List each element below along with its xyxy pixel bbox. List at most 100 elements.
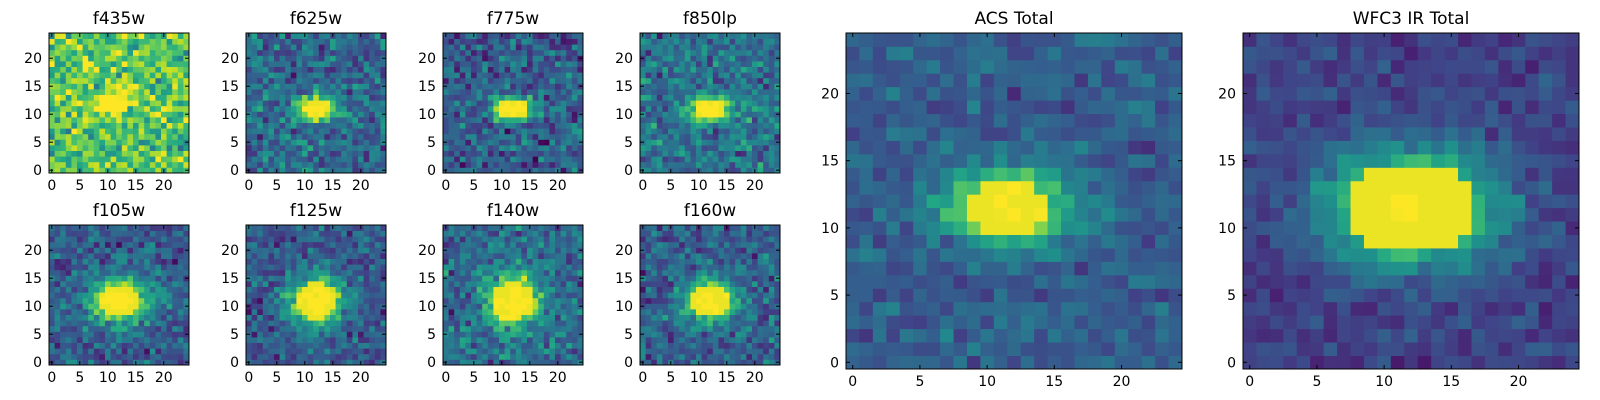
heatmap-cell <box>99 286 106 293</box>
heatmap-cell <box>510 139 517 146</box>
heatmap-cell <box>543 156 550 163</box>
y-tick-label: 5 <box>230 327 239 343</box>
heatmap-cell <box>335 94 342 101</box>
heatmap-cell <box>318 353 325 360</box>
heatmap-cell <box>662 49 669 56</box>
heatmap-cell <box>82 337 89 343</box>
heatmap-cell <box>71 83 78 90</box>
heatmap-cell <box>549 286 556 293</box>
heatmap-cell <box>571 297 578 304</box>
heatmap-cell <box>330 258 336 265</box>
heatmap-cell <box>707 314 714 321</box>
heatmap-cell <box>246 337 252 343</box>
heatmap-cell <box>149 61 156 67</box>
heatmap-cell <box>88 128 95 135</box>
heatmap-cell <box>718 281 725 287</box>
heatmap-cell <box>476 281 483 287</box>
heatmap-cell <box>313 303 320 310</box>
heatmap-cell <box>566 303 573 310</box>
heatmap-cell <box>324 337 331 343</box>
heatmap-cell <box>313 353 320 360</box>
heatmap-cell <box>49 89 55 95</box>
heatmap-cell <box>690 61 697 67</box>
heatmap-cell <box>374 156 381 163</box>
heatmap-cell <box>274 286 280 293</box>
heatmap-cell <box>656 303 663 310</box>
heatmap-cell <box>538 128 545 135</box>
heatmap-cell <box>110 156 117 163</box>
heatmap-cell <box>149 77 156 84</box>
heatmap-cell <box>718 44 725 51</box>
heatmap-cell <box>380 353 387 360</box>
heatmap-cell <box>645 133 652 140</box>
heatmap-cell <box>487 33 494 39</box>
heatmap-cell <box>555 247 561 254</box>
heatmap-cell <box>673 145 680 151</box>
heatmap-cell <box>549 66 556 73</box>
heatmap-cell <box>155 77 162 84</box>
heatmap-cell <box>324 77 331 84</box>
heatmap-cell <box>521 230 528 237</box>
heatmap-cell <box>735 128 742 135</box>
heatmap-cell <box>268 325 275 332</box>
heatmap-cell <box>504 258 511 265</box>
heatmap-cell <box>313 33 320 39</box>
heatmap-cell <box>763 286 770 293</box>
heatmap-cell <box>746 331 753 338</box>
heatmap-cell <box>257 348 264 355</box>
heatmap-cell <box>459 269 466 276</box>
heatmap-cell <box>493 236 500 243</box>
heatmap-cell <box>651 128 658 135</box>
heatmap-cell <box>380 281 387 287</box>
heatmap-cell <box>645 161 652 168</box>
heatmap-cell <box>374 247 381 254</box>
heatmap-cell <box>476 241 483 248</box>
heatmap-cell <box>549 292 556 299</box>
heatmap-cell <box>476 100 483 107</box>
heatmap-cell <box>251 145 258 151</box>
heatmap-cell <box>560 150 567 157</box>
heatmap-cell <box>487 236 494 243</box>
heatmap-cell <box>696 55 702 62</box>
heatmap-cell <box>274 117 280 123</box>
heatmap-cell <box>302 100 308 107</box>
heatmap-cell <box>335 286 342 293</box>
heatmap-cell <box>690 133 697 140</box>
heatmap-cell <box>459 167 466 174</box>
heatmap-cell <box>746 33 753 39</box>
heatmap-cell <box>307 247 314 254</box>
heatmap-cell <box>443 128 449 135</box>
heatmap-cell <box>161 253 167 259</box>
heatmap-cell <box>521 33 528 39</box>
heatmap-cell <box>352 33 359 39</box>
heatmap-cell <box>443 94 449 101</box>
heatmap-cell <box>538 133 545 140</box>
heatmap-cell <box>121 337 128 343</box>
heatmap-cell <box>521 320 528 327</box>
heatmap-cell <box>768 320 775 327</box>
heatmap-cell <box>712 145 719 151</box>
heatmap-cell <box>121 139 128 146</box>
heatmap-cell <box>499 161 505 168</box>
heatmap-cell <box>482 117 489 123</box>
heatmap-cell <box>99 337 106 343</box>
heatmap-cell <box>296 38 303 45</box>
heatmap-cell <box>358 161 364 168</box>
heatmap-cell <box>454 117 461 123</box>
heatmap-cell <box>183 44 190 51</box>
heatmap-cell <box>54 122 61 129</box>
heatmap-cell <box>77 337 83 343</box>
heatmap-cell <box>77 145 83 151</box>
heatmap-cell <box>183 105 190 112</box>
heatmap-cell <box>454 49 461 56</box>
heatmap-cell <box>183 337 190 343</box>
heatmap-cell <box>774 150 781 157</box>
heatmap-cell <box>504 286 511 293</box>
heatmap-cell <box>487 122 494 129</box>
heatmap-cell <box>532 167 539 174</box>
heatmap-cell <box>110 72 117 79</box>
heatmap-cell <box>268 61 275 67</box>
heatmap-cell <box>679 320 686 327</box>
x-tick-label: 0 <box>441 178 450 194</box>
heatmap-cell <box>454 320 461 327</box>
